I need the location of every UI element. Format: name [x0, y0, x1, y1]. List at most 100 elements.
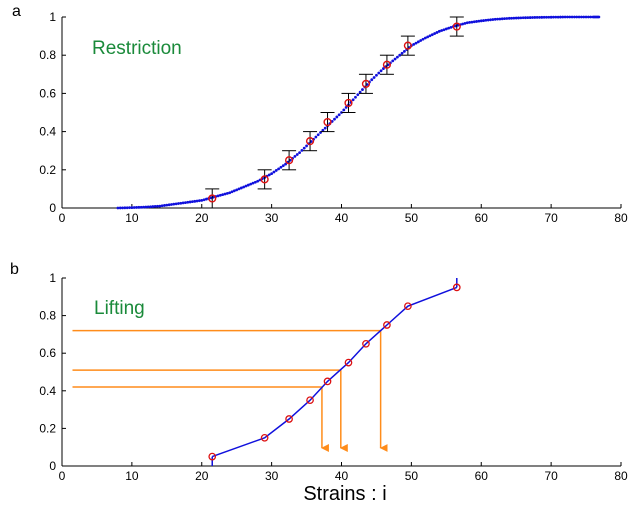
panel-a-curve-dot — [200, 198, 204, 202]
panel-a-curve-dot — [545, 15, 548, 19]
panel-b-marker — [383, 321, 391, 329]
panel-b-x-tick-label: 10 — [125, 469, 139, 483]
panel-a-curve-dot — [589, 15, 593, 19]
panel-a-curve-dot — [198, 199, 201, 203]
panel-a-curve-dot — [428, 34, 432, 38]
panel-b-marker — [362, 339, 370, 348]
panel-a-curve-dot — [482, 19, 485, 22]
panel-a-curve-dot — [321, 128, 325, 132]
panel-a-curve-dot — [361, 88, 364, 91]
panel-a-curve-dot — [130, 206, 134, 210]
panel-a-curve-dot — [563, 15, 567, 19]
panel-a-curve-dot — [179, 201, 183, 205]
panel-a-y-tick-label: 0 — [49, 201, 56, 215]
panel-a-curve-dot — [547, 15, 551, 19]
panel-a-curve-dot — [335, 115, 339, 119]
panel-b-marker — [323, 377, 332, 386]
panel-a-curve-dot — [472, 20, 476, 24]
panel-a-curve-dot — [323, 126, 327, 130]
panel-a-curve-dot — [177, 202, 180, 205]
panel-a-curve-dot — [235, 188, 239, 192]
panel-a-curve-dot — [426, 35, 430, 39]
panel-a-annotation: Restriction — [92, 38, 182, 59]
panel-a-curve-dot — [435, 31, 439, 34]
panel-a-curve-dot — [510, 16, 513, 20]
panel-a-curve-dot — [477, 19, 481, 23]
panel-a-curve-dot — [416, 40, 420, 44]
panel-a-curve-dot — [125, 206, 129, 210]
panel-a-curve-dot — [414, 41, 418, 45]
panel-a-curve-dot — [163, 204, 166, 207]
panel-b-annotation: Lifting — [94, 298, 145, 319]
panel-a-curve-dot — [372, 76, 376, 79]
panel-a-curve-dot — [419, 39, 423, 42]
panel-a-marker — [344, 98, 353, 108]
panel-a-curve-dot — [463, 21, 467, 25]
panel-a-x-tick-label: 50 — [405, 211, 419, 225]
panel-a-curve-dot — [505, 17, 509, 20]
panel-a-curve-dot — [540, 15, 544, 19]
panel-a-curve-dot — [519, 16, 523, 20]
panel-b-marker — [452, 283, 461, 292]
panel-a-curve-dot — [484, 18, 488, 22]
panel-a-curve-dot — [533, 16, 537, 19]
panel-a-curve-dot — [423, 36, 427, 40]
panel-a-curve-dot — [554, 15, 558, 19]
panel-a-curve-dot — [521, 16, 525, 20]
panel-a-curve-dot — [256, 179, 260, 183]
panel-a-curve-dot — [151, 205, 155, 208]
panel-a-curve-dot — [447, 26, 451, 30]
panel-a-curve-dot — [132, 206, 136, 209]
panel-a-curve-dot — [193, 199, 197, 203]
panel-b: b Lifting 0 10 20 30 40 50 60 70 80 0 0.2 0.4 0.6 0.8… — [10, 261, 628, 483]
panel-a-curve-dot — [142, 205, 145, 209]
panel-a-curve-dot — [496, 17, 499, 21]
panel-a-curve-dot — [514, 16, 518, 20]
panel-a-curve-dot — [437, 29, 441, 33]
panel-a-curve-dot — [300, 148, 304, 152]
panel-a-curve-dot — [225, 191, 229, 195]
panel-a-curve-dot — [221, 193, 225, 197]
panel-a-curve-dot — [170, 203, 173, 206]
panel-a-curve-dot — [538, 15, 541, 19]
panel-a-curve-dot — [181, 201, 185, 205]
panel-a-curve-dot — [244, 184, 248, 188]
panel-a-curve-dot — [246, 183, 250, 187]
panel-a-marker — [361, 79, 371, 88]
panel-a-curve-dot — [195, 199, 199, 203]
panel-a-curve-dot — [165, 203, 169, 207]
panel-a-curve-dot — [354, 95, 357, 99]
panel-a-x-tick-label: 10 — [125, 211, 139, 225]
panel-b-x-tick-label: 20 — [195, 469, 209, 483]
panel-b-marker — [285, 415, 293, 423]
panel-a-curve-dot — [559, 15, 562, 19]
panel-b-guides — [72, 329, 388, 452]
panel-b-x-tick-label: 80 — [614, 469, 628, 483]
panel-a-curve-dot — [267, 173, 271, 177]
panel-a-curve-dot — [580, 15, 583, 19]
panel-a-curve-dot — [121, 206, 124, 210]
panel-a-curve-dot — [489, 18, 492, 22]
panel-a-curve-dot — [375, 73, 378, 77]
panel-a-curve-dot — [552, 15, 555, 19]
panel-a-curve-dot — [270, 172, 274, 176]
panel-a-curve-dot — [305, 144, 308, 148]
panel-a-curve-dot — [575, 15, 579, 19]
panel-a-curve-dot — [486, 18, 490, 22]
panel-b-x-tick-label: 40 — [335, 469, 349, 483]
panel-a-curve-dot — [156, 204, 159, 208]
panel-b-letter: b — [10, 261, 19, 278]
panel-a-marker — [284, 156, 294, 165]
panel-a-marker — [305, 137, 315, 146]
panel-a-curve-dot — [128, 206, 131, 210]
panel-a-curve-dot — [237, 187, 241, 191]
panel-a-curve-dot — [475, 20, 478, 23]
panel-a-curve-dot — [465, 21, 469, 25]
panel-a-x-tick-label: 70 — [544, 211, 558, 225]
panel-b-axes: 0 10 20 30 40 50 60 70 80 0 0.2 0.4 0.6 0.8 1 — [39, 271, 628, 483]
panel-a-curve-dot — [470, 20, 474, 24]
panel-a-curve-dot — [284, 162, 287, 166]
panel-a-curve-dot — [382, 67, 385, 70]
panel-b-marker — [306, 396, 314, 405]
